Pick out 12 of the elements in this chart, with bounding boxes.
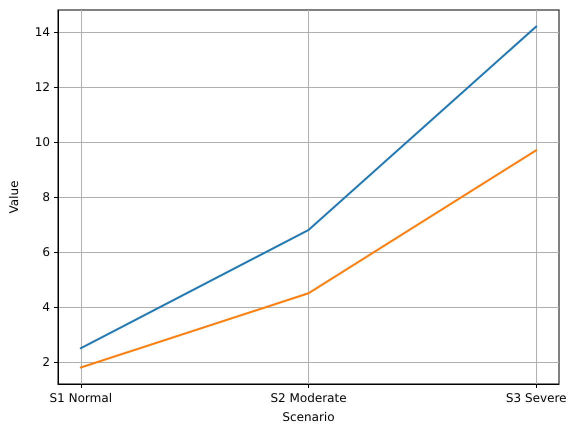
x-tick-label: S1 Normal — [50, 391, 112, 405]
y-tick-label: 8 — [42, 190, 50, 204]
x-tick-label: S2 Moderate — [270, 391, 347, 405]
y-tick-label: 6 — [42, 245, 50, 259]
y-tick-label: 2 — [42, 355, 50, 369]
y-tick-label: 10 — [34, 135, 50, 149]
y-tick-label: 4 — [42, 300, 50, 314]
y-tick-label: 14 — [34, 25, 50, 39]
x-axis-title: Scenario — [282, 410, 335, 424]
y-tick-label: 12 — [34, 80, 50, 94]
y-axis-title: Value — [7, 180, 21, 214]
x-tick-label: S3 Severe — [506, 391, 567, 405]
